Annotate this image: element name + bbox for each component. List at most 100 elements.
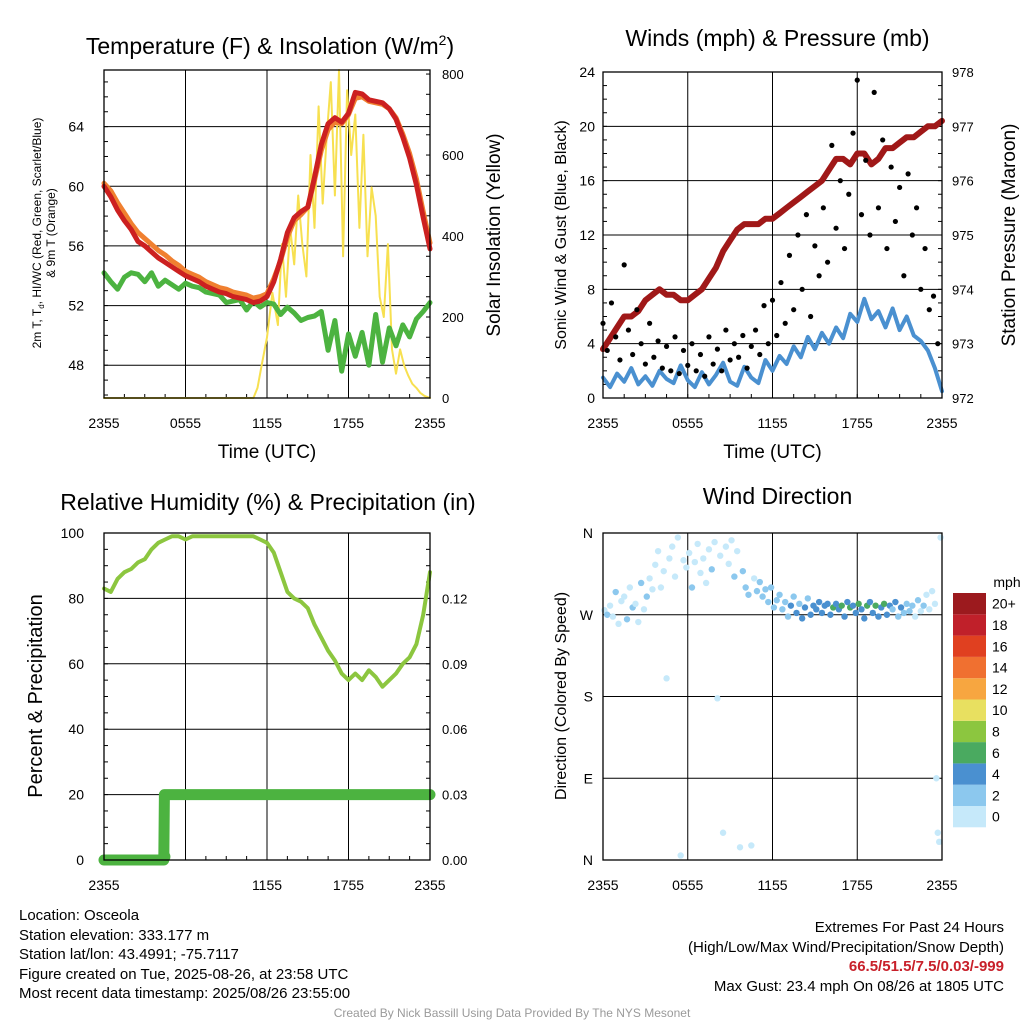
direction-point — [705, 546, 713, 553]
y-tick-label: 52 — [68, 298, 84, 314]
gust-point — [604, 347, 610, 354]
y-tick-label: 20 — [68, 787, 84, 803]
direction-point — [832, 600, 840, 608]
y2-axis-label: Station Pressure (Maroon) — [999, 124, 1020, 347]
direction-point — [858, 606, 865, 613]
direction-point — [759, 593, 766, 600]
gust-point — [719, 368, 725, 374]
panel-title: Winds (mph) & Pressure (mb) — [625, 25, 929, 51]
y-tick-label: 4 — [587, 336, 595, 352]
y-tick-label: 64 — [68, 119, 84, 135]
direction-point — [875, 613, 882, 620]
direction-point — [906, 607, 913, 615]
gust-point — [795, 232, 801, 238]
gust-point — [803, 212, 810, 218]
direction-point — [750, 575, 758, 582]
y2-tick-label: 0.06 — [442, 722, 467, 737]
direction-point — [914, 597, 922, 604]
colorbar-label: 18 — [992, 617, 1008, 633]
direction-point — [807, 611, 814, 618]
direction-point — [649, 586, 656, 593]
gust-point — [799, 286, 805, 292]
y-tick-label: 12 — [579, 227, 595, 243]
y2-tick-label: 0.00 — [442, 853, 467, 868]
gust-point — [625, 327, 632, 333]
direction-point — [897, 604, 905, 611]
y2-tick-label: 0 — [442, 391, 449, 406]
gust-point — [918, 286, 924, 292]
colorbar-label: 4 — [992, 766, 1000, 782]
direction-point — [733, 547, 741, 555]
gust-point — [824, 259, 831, 265]
colorbar-swatch — [953, 678, 986, 700]
direction-point — [711, 538, 718, 546]
y-tick-label: 8 — [587, 281, 595, 297]
gust-point — [680, 347, 687, 354]
y2-tick-label: 800 — [442, 67, 464, 82]
direction-point — [674, 534, 682, 541]
gust-point — [875, 205, 882, 211]
colorbar-label: 12 — [992, 681, 1008, 697]
gust-point — [651, 354, 657, 360]
x-tick-label: 2355 — [414, 415, 445, 431]
extremes-title: Extremes For Past 24 Hours — [814, 919, 1004, 936]
gust-point — [757, 351, 763, 358]
colorbar-swatch — [953, 720, 986, 743]
direction-point — [815, 598, 823, 606]
gust-point — [714, 346, 721, 352]
direction-grid — [603, 533, 942, 860]
x-tick-label: 2355 — [88, 415, 119, 431]
direction-point — [660, 567, 667, 575]
x-tick-label: 0555 — [672, 877, 703, 893]
direction-point — [869, 609, 876, 617]
colorbar-swatch — [953, 614, 986, 636]
direction-point — [935, 838, 943, 846]
gust-point — [850, 130, 856, 136]
direction-point — [637, 579, 645, 587]
x-tick-label: 1755 — [333, 877, 364, 893]
y2-tick-label: 600 — [442, 148, 464, 163]
direction-point — [756, 578, 763, 586]
gust-point — [697, 351, 704, 358]
x-tick-label: 1155 — [252, 415, 282, 431]
x-axis-label: Time (UTC) — [218, 442, 317, 463]
direction-point — [620, 593, 628, 600]
gust-point — [769, 297, 776, 303]
x-tick-label: 2355 — [587, 877, 618, 893]
y-tick-label: 16 — [579, 173, 595, 189]
x-tick-label: 1755 — [842, 877, 873, 893]
direction-point — [779, 606, 786, 613]
direction-point — [762, 586, 769, 593]
y-tick-label: S — [584, 689, 593, 705]
gust-point — [740, 332, 746, 339]
location-text: Location: Osceola — [19, 907, 140, 924]
direction-point — [798, 615, 806, 622]
gust-point — [761, 303, 767, 309]
precipitation-marker — [158, 850, 171, 863]
gust-point — [774, 332, 780, 339]
extremes-values: 66.5/51.5/7.5/0.03/-999 — [848, 958, 1004, 975]
gust-point — [913, 205, 920, 211]
speed-colorbar: mph 0 2 4 6 8 10 12 14 16 18 20+ — [953, 574, 1021, 828]
direction-point — [872, 602, 879, 609]
gust-point — [884, 245, 890, 252]
gust-point — [808, 313, 814, 320]
colorbar-label: 14 — [992, 660, 1008, 676]
gust-point — [693, 368, 699, 374]
y-tick-label: 80 — [68, 590, 84, 606]
direction-point — [796, 600, 803, 608]
gust-point — [689, 341, 695, 347]
gust-point — [663, 343, 670, 349]
y2-tick-label: 978 — [952, 65, 974, 80]
colorbar-label: 10 — [992, 702, 1008, 718]
series-station-pressure-line — [600, 117, 945, 353]
gust-point — [820, 205, 826, 211]
gust-point — [676, 370, 682, 377]
direction-point — [688, 584, 696, 591]
direction-point — [937, 534, 944, 541]
gust-point — [871, 89, 877, 95]
direction-point — [685, 549, 693, 557]
direction-point — [604, 611, 611, 618]
y2-tick-label: 977 — [952, 119, 974, 134]
direction-point — [663, 675, 670, 682]
